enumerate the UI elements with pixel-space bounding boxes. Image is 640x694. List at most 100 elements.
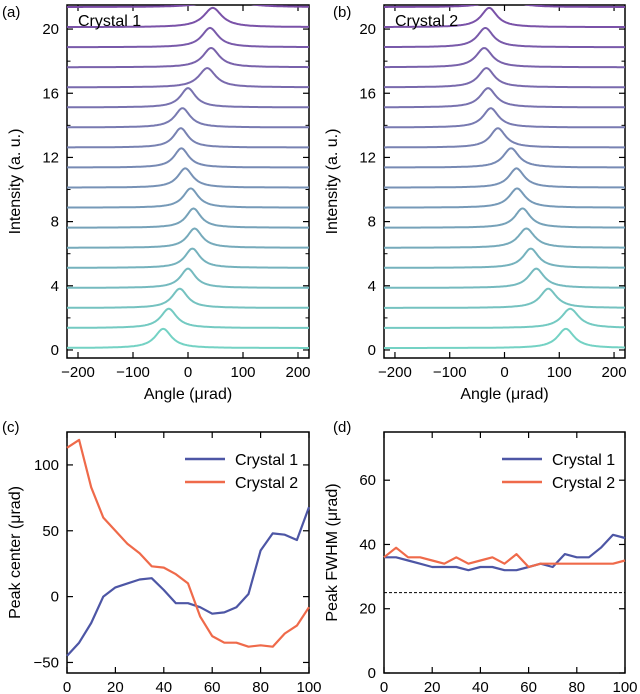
crystal-label: Crystal 1 bbox=[78, 13, 141, 30]
x-tick-label: 40 bbox=[155, 679, 172, 694]
x-tick-label: 0 bbox=[63, 679, 71, 694]
rocking-curve-14 bbox=[67, 67, 309, 89]
rocking-curve-6 bbox=[67, 227, 309, 249]
y-tick-label: 4 bbox=[51, 278, 59, 295]
rocking-curve-18 bbox=[384, 5, 625, 8]
rocking-curve-16 bbox=[384, 27, 625, 49]
rocking-curve-8 bbox=[67, 187, 309, 209]
legend-label-2: Crystal 2 bbox=[552, 475, 615, 492]
x-tick-label: 100 bbox=[612, 679, 637, 694]
y-tick-label: 40 bbox=[359, 536, 376, 553]
rocking-curve-4 bbox=[384, 267, 625, 289]
y-tick-label: 0 bbox=[368, 342, 376, 359]
x-axis-label: Angle (μrad) bbox=[144, 386, 232, 403]
y-tick-label: 12 bbox=[42, 149, 59, 166]
curve-group bbox=[384, 5, 625, 349]
panel-b: (b) −200 −100 0 100 200 0 4 8 12 16 20 Angle (μrad) I… bbox=[324, 4, 627, 403]
legend-label-2: Crystal 2 bbox=[235, 475, 298, 492]
x-tick-label: 100 bbox=[296, 679, 321, 694]
x-tick-label: 0 bbox=[500, 364, 508, 381]
x-tick-label: 40 bbox=[472, 679, 489, 694]
y-tick-label: 50 bbox=[42, 523, 59, 540]
panel-a: (a) −200 −100 0 100 200 0 4 8 12 16 20 Angle (μrad) I… bbox=[2, 4, 311, 403]
plot-frame bbox=[66, 4, 310, 359]
y-tick-label: 4 bbox=[368, 278, 376, 295]
rocking-curve-5 bbox=[67, 247, 309, 269]
x-tick-label: 200 bbox=[285, 364, 310, 381]
x-tick-label: 100 bbox=[230, 364, 255, 381]
rocking-curve-15 bbox=[67, 47, 309, 69]
x-tick-label: −200 bbox=[61, 364, 95, 381]
rocking-curve-1 bbox=[384, 327, 625, 349]
rocking-curve-7 bbox=[384, 207, 625, 229]
rocking-curve-6 bbox=[384, 227, 625, 249]
x-tick-label: 20 bbox=[424, 679, 441, 694]
panel-label: (a) bbox=[2, 4, 20, 21]
rocking-curve-10 bbox=[384, 147, 625, 169]
rocking-curve-11 bbox=[384, 127, 625, 149]
rocking-curve-16 bbox=[67, 26, 309, 49]
x-tick-label: 100 bbox=[547, 364, 572, 381]
x-tick-label: 60 bbox=[204, 679, 221, 694]
y-tick-label: 0 bbox=[51, 342, 59, 359]
rocking-curve-17 bbox=[67, 6, 309, 28]
rocking-curve-13 bbox=[67, 87, 309, 109]
series-line-1 bbox=[384, 533, 626, 572]
rocking-curve-14 bbox=[384, 67, 625, 89]
plot-frame bbox=[383, 431, 626, 674]
panel-label: (c) bbox=[2, 419, 20, 436]
crystal-label: Crystal 2 bbox=[395, 13, 458, 30]
y-tick-label: 100 bbox=[34, 457, 59, 474]
rocking-curve-9 bbox=[384, 167, 625, 189]
rocking-curve-13 bbox=[384, 87, 625, 109]
legend-label-1: Crystal 1 bbox=[552, 452, 615, 469]
x-axis-label: Angle (μrad) bbox=[460, 386, 548, 403]
y-axis-label: Peak center (μrad) bbox=[7, 486, 24, 619]
y-tick-label: 20 bbox=[359, 21, 376, 38]
rocking-curve-9 bbox=[67, 167, 309, 189]
y-tick-label: 12 bbox=[359, 149, 376, 166]
y-tick-label: 60 bbox=[359, 472, 376, 489]
y-axis-label: Intensity (a. u.) bbox=[7, 129, 24, 235]
rocking-curve-12 bbox=[67, 107, 309, 129]
x-tick-label: 80 bbox=[252, 679, 269, 694]
rocking-curve-2 bbox=[67, 307, 309, 329]
series-line-2 bbox=[66, 438, 310, 648]
rocking-curve-5 bbox=[384, 247, 625, 269]
rocking-curve-11 bbox=[67, 127, 309, 149]
x-tick-label: 0 bbox=[184, 364, 192, 381]
rocking-curve-4 bbox=[67, 267, 309, 289]
rocking-curve-17 bbox=[384, 6, 625, 28]
y-tick-label: 20 bbox=[359, 601, 376, 618]
rocking-curve-18 bbox=[67, 5, 309, 8]
rocking-curve-8 bbox=[384, 187, 625, 209]
panel-d: (d)0204060801000204060Position on crysta… bbox=[324, 419, 638, 694]
x-tick-label: −200 bbox=[378, 364, 412, 381]
rocking-curve-1 bbox=[67, 327, 309, 349]
x-tick-label: 60 bbox=[520, 679, 537, 694]
x-tick-label: −100 bbox=[433, 364, 467, 381]
series-line-1 bbox=[66, 506, 311, 657]
rocking-curve-3 bbox=[67, 287, 309, 309]
y-tick-label: 0 bbox=[51, 589, 59, 606]
rocking-curve-2 bbox=[384, 307, 625, 329]
y-tick-label: 8 bbox=[368, 214, 376, 231]
y-tick-label: 0 bbox=[368, 665, 376, 682]
rocking-curve-10 bbox=[67, 147, 309, 169]
y-axis-label: Intensity (a. u.) bbox=[324, 129, 341, 235]
y-tick-label: 16 bbox=[42, 85, 59, 102]
x-tick-label: 0 bbox=[380, 679, 388, 694]
panel-label: (d) bbox=[333, 419, 351, 436]
x-tick-label: 200 bbox=[602, 364, 627, 381]
x-tick-label: 20 bbox=[107, 679, 124, 694]
y-tick-label: −50 bbox=[34, 654, 59, 671]
y-tick-label: 16 bbox=[359, 85, 376, 102]
x-tick-label: −100 bbox=[116, 364, 150, 381]
series-line-2 bbox=[383, 546, 626, 569]
panel-label: (b) bbox=[333, 4, 351, 21]
rocking-curve-3 bbox=[384, 287, 625, 309]
y-axis-label: Peak FWHM (μrad) bbox=[324, 483, 341, 621]
y-tick-label: 20 bbox=[42, 21, 59, 38]
y-tick-label: 8 bbox=[51, 214, 59, 231]
